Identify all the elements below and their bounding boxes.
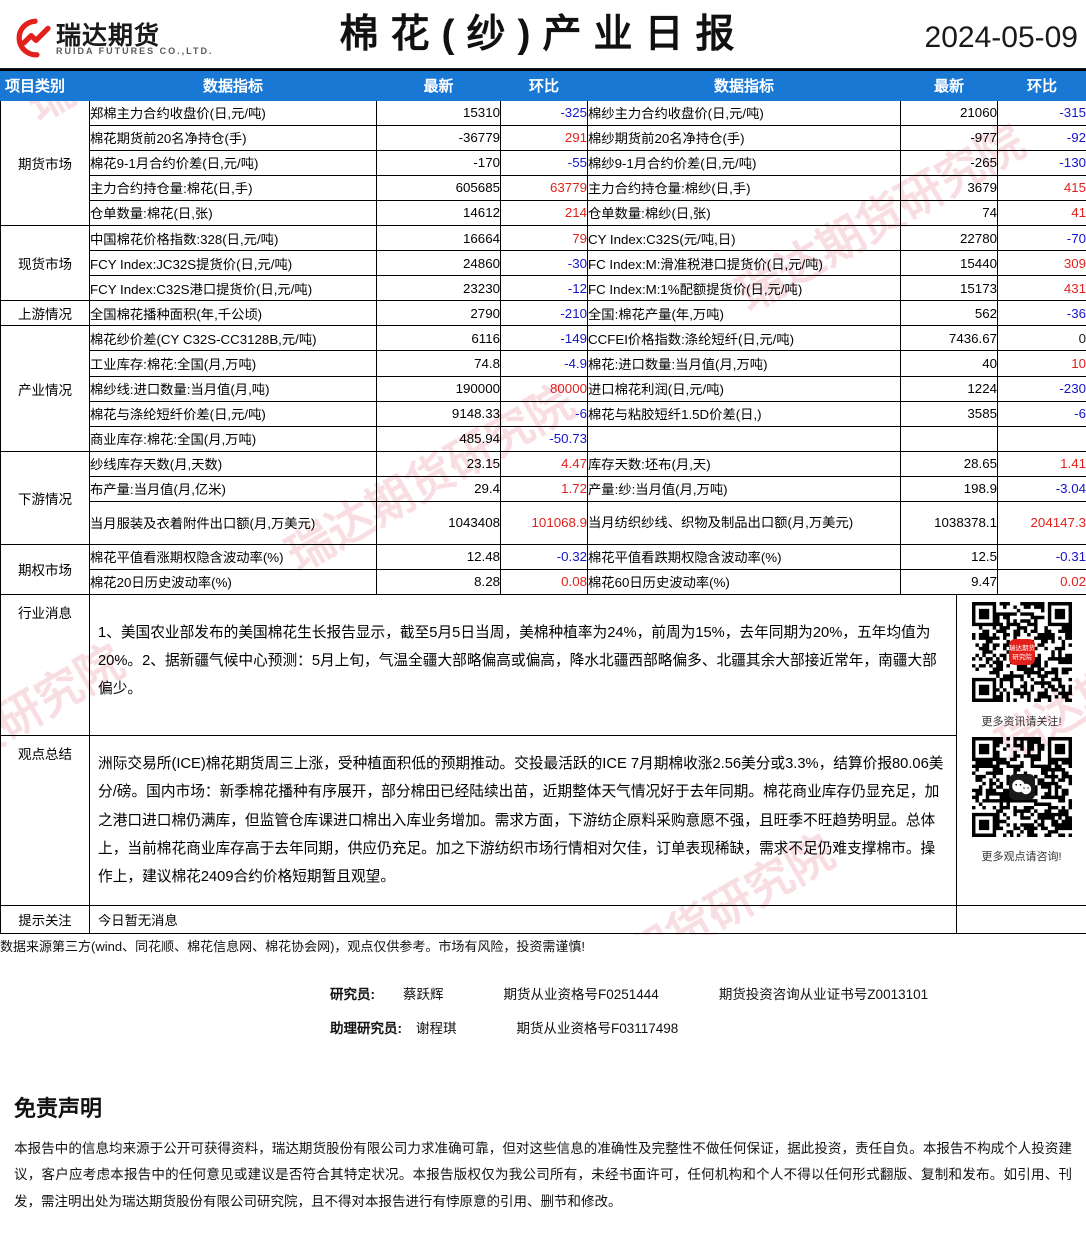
svg-text:研究院: 研究院 xyxy=(1012,652,1032,661)
svg-text:瑞达期货: 瑞达期货 xyxy=(1009,643,1036,652)
